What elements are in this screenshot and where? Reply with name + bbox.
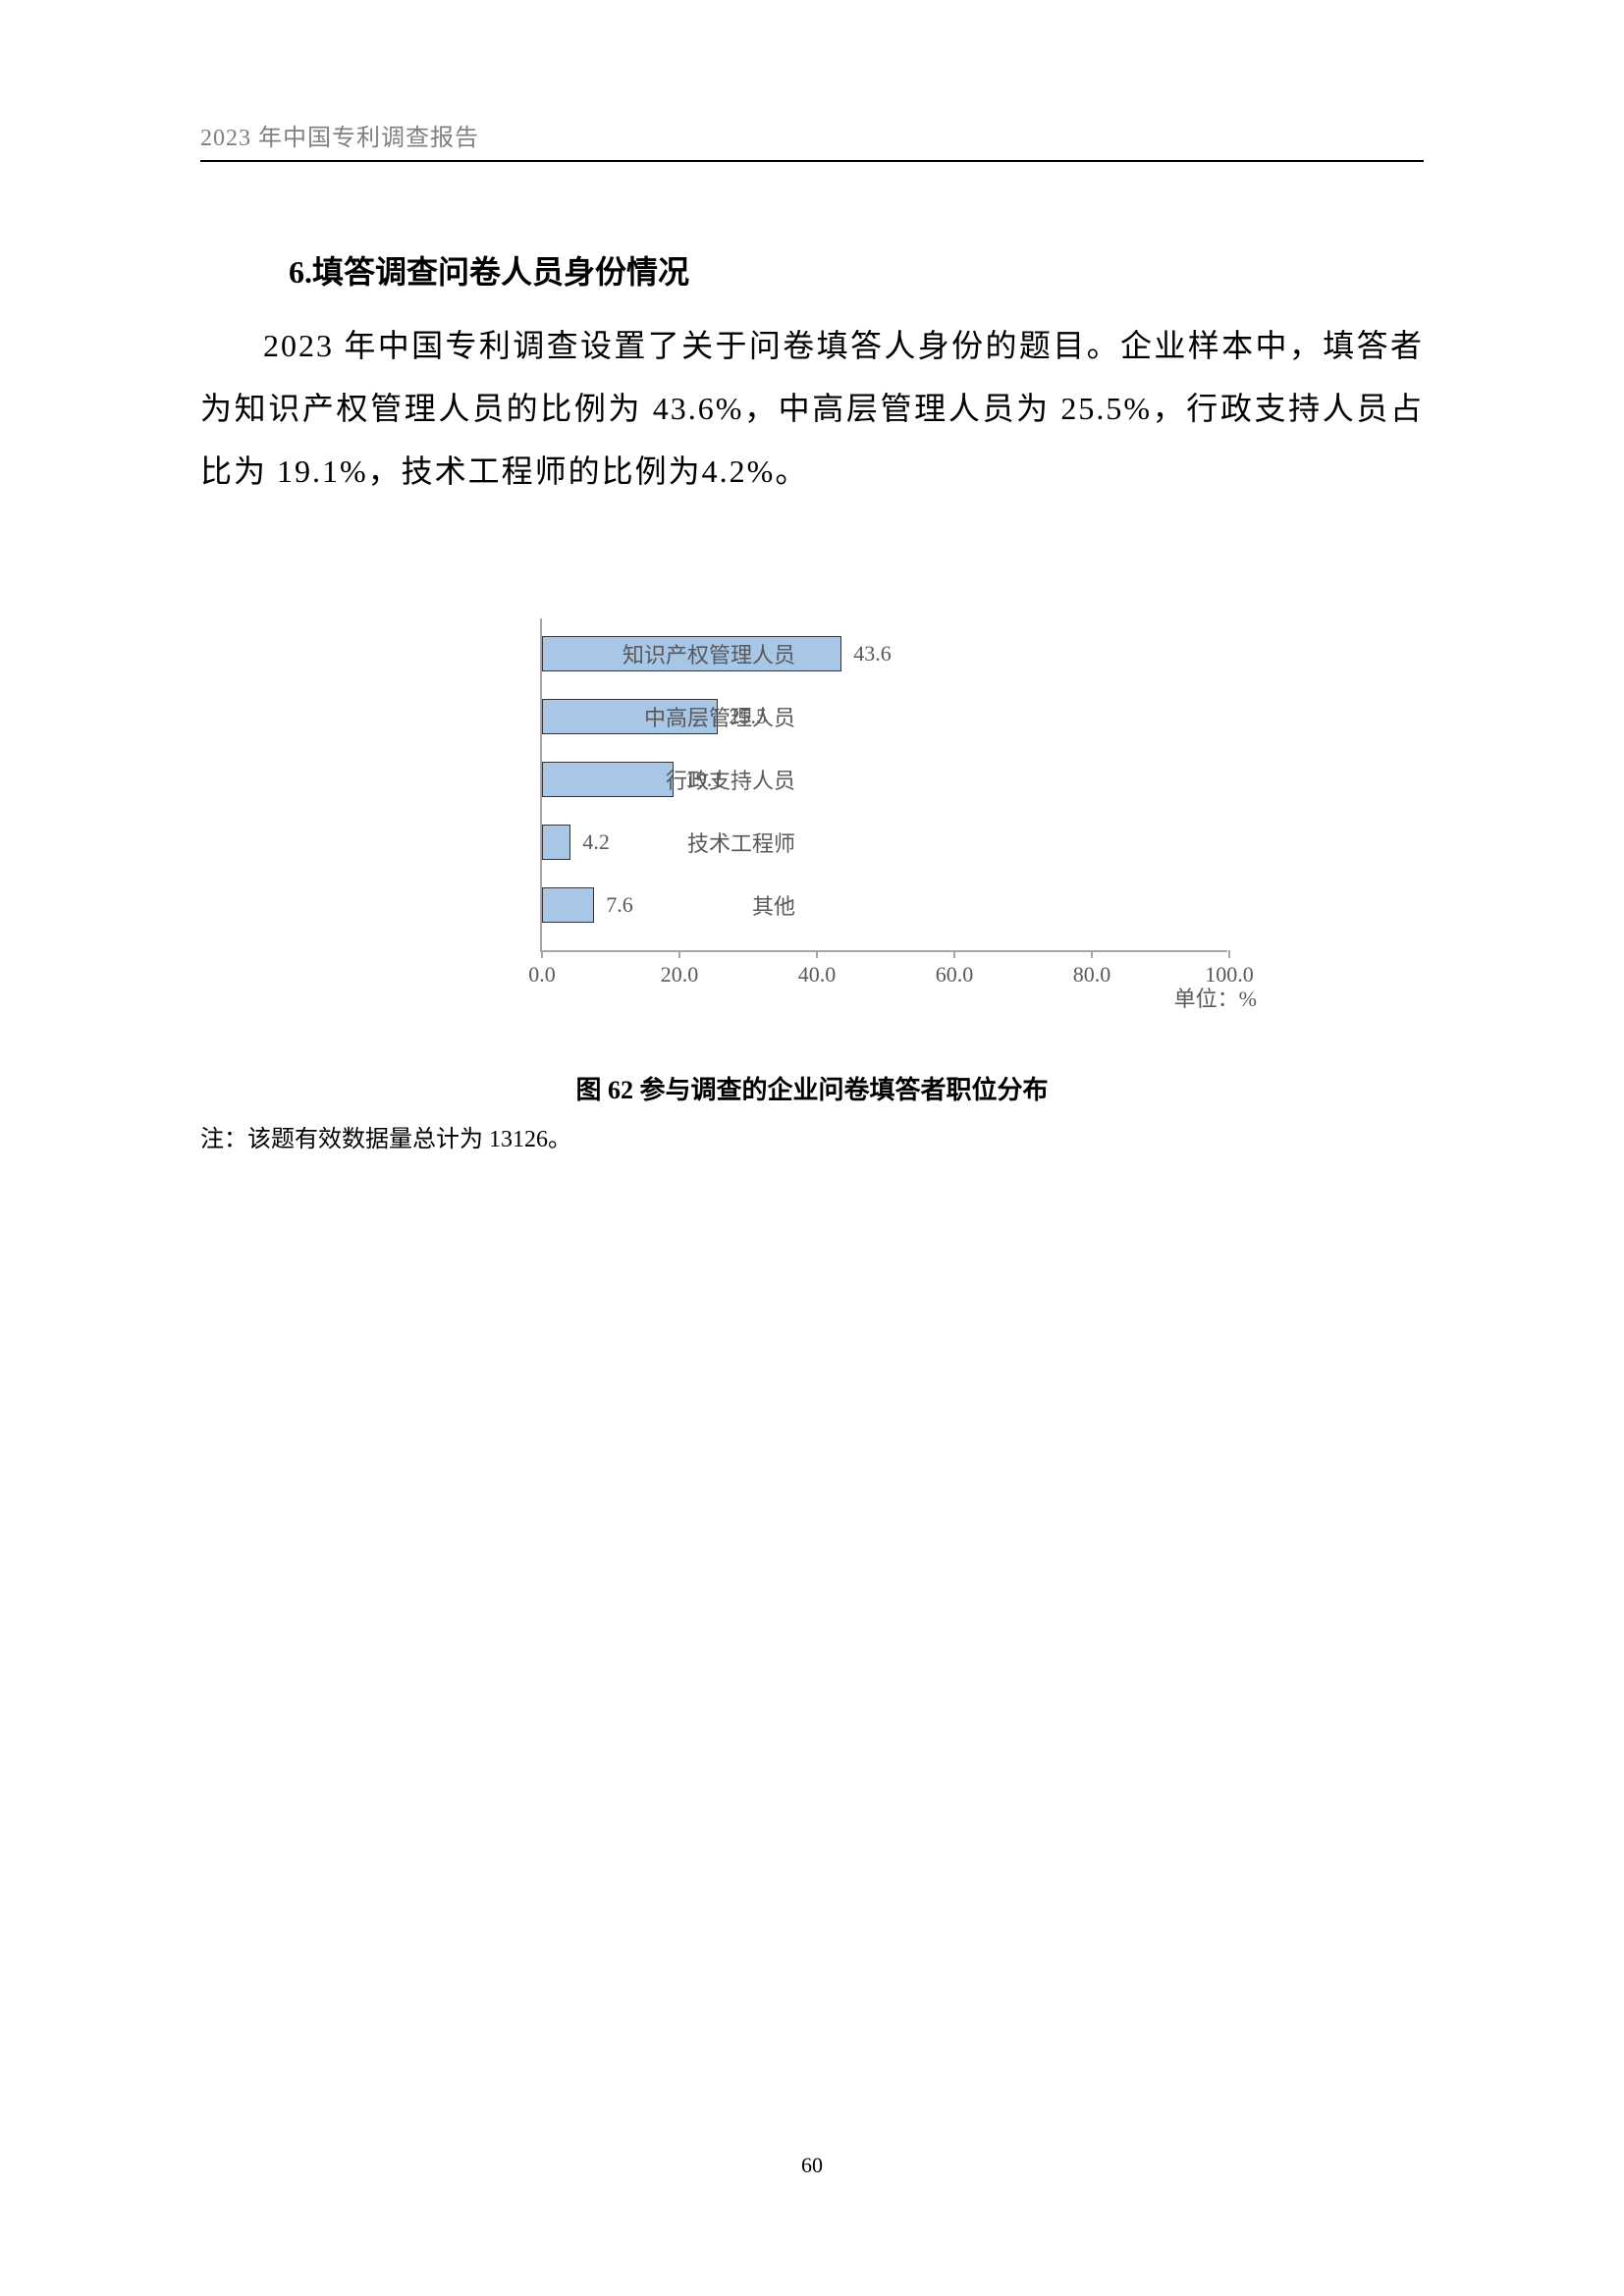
xtick-label: 20.0 (661, 962, 699, 988)
figure-caption: 图 62 参与调查的企业问卷填答者职位分布 (0, 1070, 1624, 1106)
bar-chart: 0.020.040.060.080.0100.043.625.519.14.27… (334, 609, 1296, 1021)
page-number: 60 (0, 2153, 1624, 2178)
xtick-label: 40.0 (798, 962, 837, 988)
category-label: 行政支持人员 (666, 764, 795, 795)
bar (542, 887, 594, 923)
bar (542, 825, 570, 860)
figure-note: 注：该题有效数据量总计为 13126。 (200, 1119, 571, 1153)
category-label: 技术工程师 (687, 827, 795, 858)
xtick-label: 0.0 (528, 962, 556, 988)
xtick-mark (953, 950, 955, 958)
category-label: 中高层管理人员 (644, 701, 795, 732)
xtick-mark (541, 950, 543, 958)
xtick-mark (1228, 950, 1230, 958)
category-label: 其他 (752, 889, 795, 921)
bar-value-label: 7.6 (606, 892, 633, 918)
page-header-text: 2023 年中国专利调查报告 (200, 126, 479, 151)
xtick-mark (1091, 950, 1093, 958)
xtick-mark (816, 950, 818, 958)
bar (542, 762, 674, 797)
section-heading: 6.填答调查问卷人员身份情况 (289, 247, 689, 293)
category-label: 知识产权管理人员 (623, 638, 795, 669)
xtick-label: 80.0 (1073, 962, 1111, 988)
bar-value-label: 4.2 (582, 829, 610, 855)
xtick-mark (678, 950, 680, 958)
body-paragraph: 2023 年中国专利调查设置了关于问卷填答人身份的题目。企业样本中，填答者为知识… (200, 314, 1424, 503)
bar-value-label: 43.6 (853, 641, 892, 667)
chart-unit-label: 单位：% (1174, 982, 1257, 1013)
xtick-label: 60.0 (936, 962, 974, 988)
page-header: 2023 年中国专利调查报告 (200, 118, 1424, 162)
